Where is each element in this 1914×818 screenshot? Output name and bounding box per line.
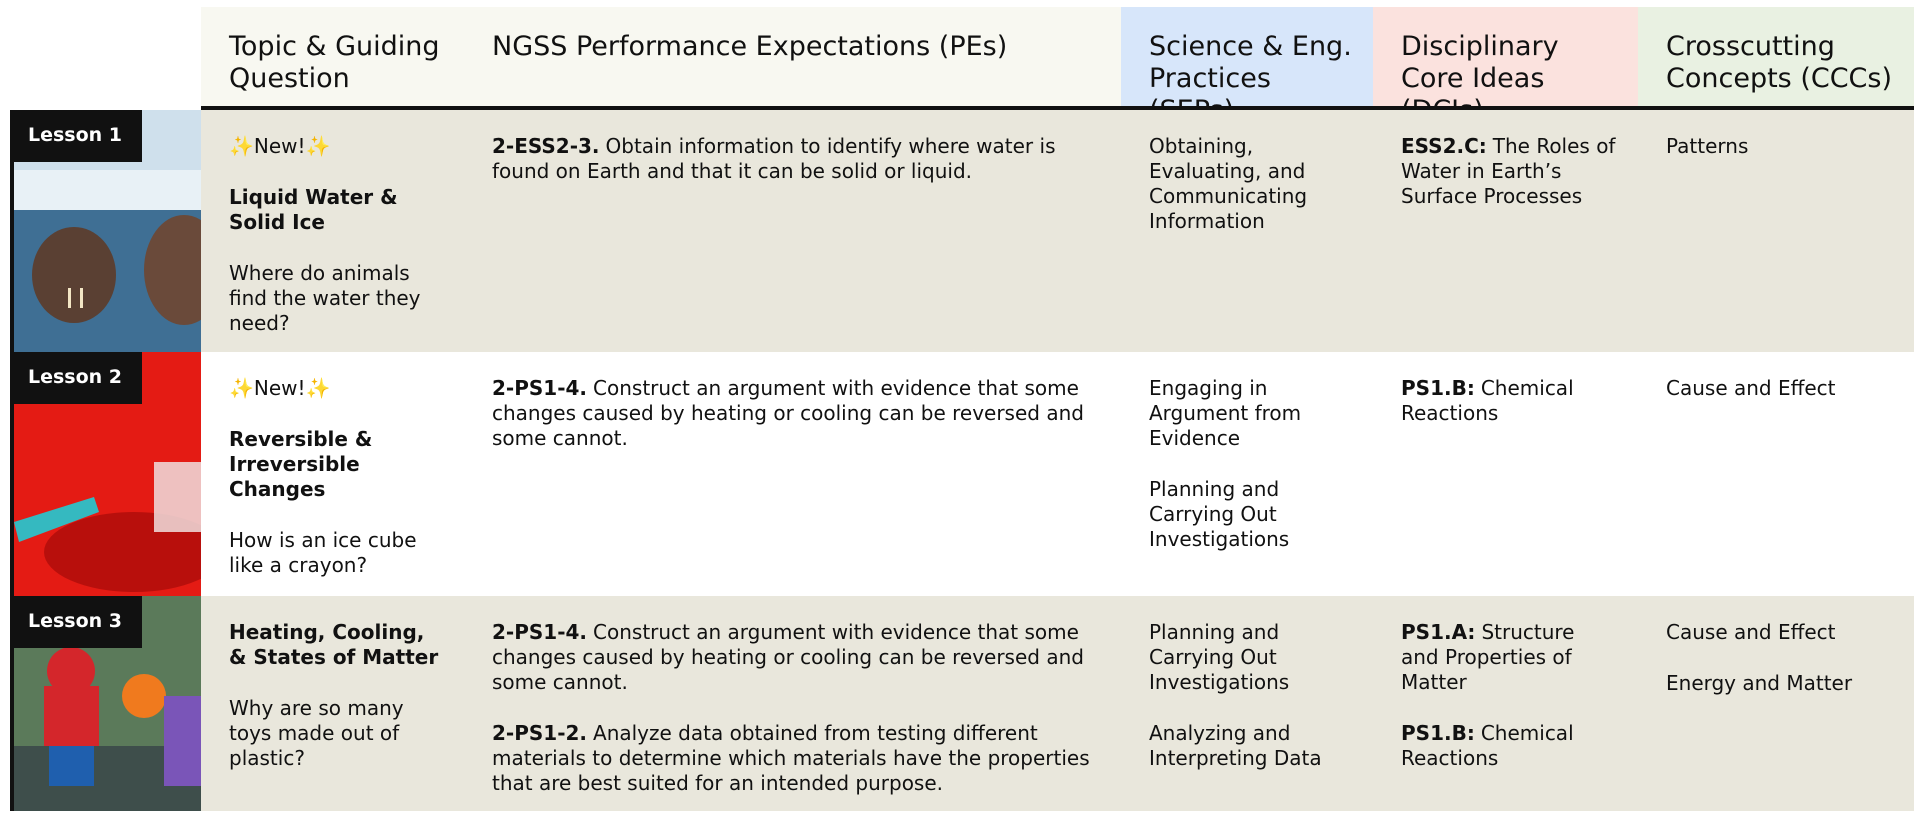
guiding-question: Where do animals find the water they nee… bbox=[229, 261, 421, 335]
pe: 2-ESS2-3. Obtain information to identify … bbox=[492, 134, 1101, 184]
dci-text: The Roles of Water in Earth’s Surface Pr… bbox=[1401, 134, 1616, 208]
pe-cell: 2-PS1-4. Construct an argument with evide… bbox=[464, 352, 1121, 596]
lesson-image: Lesson 2 bbox=[10, 352, 201, 596]
lesson-label: Lesson 2 bbox=[14, 352, 143, 404]
new-badge: ✨New!✨ bbox=[229, 376, 331, 400]
dci-text: Chemical Reactions bbox=[1401, 721, 1574, 770]
sep: Planning and Carrying Out Investigations bbox=[1149, 477, 1290, 551]
pe-text: Analyze data obtained from testing diffe… bbox=[492, 721, 1090, 795]
dci-code: PS1.B: bbox=[1401, 376, 1475, 400]
lesson-label: Lesson 1 bbox=[14, 110, 143, 162]
topic-cell: ✨New!✨ Reversible & Irreversible Changes H… bbox=[201, 352, 464, 596]
curriculum-table: Topic & Guiding Question NGSS Performance… bbox=[0, 7, 1914, 811]
lesson-label: Lesson 3 bbox=[14, 596, 143, 648]
dci: ESS2.C: The Roles of Water in Earth’s Sur… bbox=[1401, 134, 1618, 209]
pe-code: 2-PS1-2. bbox=[492, 721, 588, 745]
ccc: Patterns bbox=[1666, 134, 1749, 158]
ccc: Energy and Matter bbox=[1666, 671, 1853, 695]
pe-text: Construct an argument with evidence that… bbox=[492, 620, 1084, 694]
pe-text: Obtain information to identify where wat… bbox=[492, 134, 1056, 183]
pe-code: 2-PS1-4. bbox=[492, 620, 588, 644]
ccc-cell: Patterns bbox=[1638, 110, 1914, 352]
ccc-cell: Cause and Effect Energy and Matter bbox=[1638, 596, 1914, 811]
dci: PS1.B: Chemical Reactions bbox=[1401, 721, 1618, 771]
pe-code: 2-PS1-4. bbox=[492, 376, 588, 400]
pe-text: Construct an argument with evidence that… bbox=[492, 376, 1084, 450]
dci-text: Chemical Reactions bbox=[1401, 376, 1574, 425]
spacer bbox=[0, 352, 10, 596]
dci-cell: PS1.B: Chemical Reactions bbox=[1373, 352, 1638, 596]
pe: 2-PS1-2. Analyze data obtained from testi… bbox=[492, 721, 1101, 796]
dci-cell: ESS2.C: The Roles of Water in Earth’s Sur… bbox=[1373, 110, 1638, 352]
sep-cell: Engaging in Argument from Evidence Planni… bbox=[1121, 352, 1373, 596]
sep: Planning and Carrying Out Investigations bbox=[1149, 620, 1290, 694]
sep: Analyzing and Interpreting Data bbox=[1149, 721, 1322, 770]
dci-code: ESS2.C: bbox=[1401, 134, 1487, 158]
header-cell: Science & Eng. Practices (SEPs) bbox=[1121, 7, 1373, 110]
pe-cell: 2-PS1-4. Construct an argument with evide… bbox=[464, 596, 1121, 811]
sep: Engaging in Argument from Evidence bbox=[1149, 376, 1302, 450]
spacer bbox=[0, 7, 10, 110]
sep-cell: Obtaining, Evaluating, and Communicating… bbox=[1121, 110, 1373, 352]
sep-cell: Planning and Carrying Out Investigations… bbox=[1121, 596, 1373, 811]
dci: PS1.B: Chemical Reactions bbox=[1401, 376, 1618, 426]
ccc: Cause and Effect bbox=[1666, 620, 1836, 644]
header-cell: Disciplinary Core Ideas (DCIs) bbox=[1373, 7, 1638, 110]
lesson-image: Lesson 3 bbox=[10, 596, 201, 811]
guiding-question: How is an ice cube like a crayon? bbox=[229, 528, 417, 577]
pe-code: 2-ESS2-3. bbox=[492, 134, 600, 158]
dci-text: Structure and Properties of Matter bbox=[1401, 620, 1575, 694]
spacer bbox=[0, 596, 10, 811]
header-cell: Topic & Guiding Question bbox=[201, 7, 464, 110]
sep: Obtaining, Evaluating, and Communicating… bbox=[1149, 134, 1308, 233]
pe: 2-PS1-4. Construct an argument with evide… bbox=[492, 376, 1101, 451]
pe: 2-PS1-4. Construct an argument with evide… bbox=[492, 620, 1101, 695]
dci: PS1.A: Structure and Properties of Matter bbox=[1401, 620, 1618, 695]
dci-code: PS1.B: bbox=[1401, 721, 1475, 745]
lesson-image: Lesson 1 bbox=[10, 110, 201, 352]
ccc-cell: Cause and Effect bbox=[1638, 352, 1914, 596]
spacer bbox=[0, 110, 10, 352]
dci-cell: PS1.A: Structure and Properties of Matter… bbox=[1373, 596, 1638, 811]
lesson-title: Liquid Water & Solid Ice bbox=[229, 185, 398, 234]
header-cell: NGSS Performance Expectations (PEs) bbox=[464, 7, 1121, 110]
dci-code: PS1.A: bbox=[1401, 620, 1476, 644]
header-cell: Crosscutting Concepts (CCCs) bbox=[1638, 7, 1914, 110]
page: {"header":{"columns":["Topic & Guiding Q… bbox=[0, 7, 1914, 818]
lesson-title: Reversible & Irreversible Changes bbox=[229, 427, 373, 501]
ccc: Cause and Effect bbox=[1666, 376, 1836, 400]
new-badge: ✨New!✨ bbox=[229, 134, 331, 158]
topic-cell: Heating, Cooling, & States of Matter Why … bbox=[201, 596, 464, 811]
pe-cell: 2-ESS2-3. Obtain information to identify … bbox=[464, 110, 1121, 352]
spacer bbox=[10, 7, 201, 110]
guiding-question: Why are so many toys made out of plastic… bbox=[229, 696, 404, 770]
topic-cell: ✨New!✨ Liquid Water & Solid Ice Where do a… bbox=[201, 110, 464, 352]
lesson-title: Heating, Cooling, & States of Matter bbox=[229, 620, 439, 669]
